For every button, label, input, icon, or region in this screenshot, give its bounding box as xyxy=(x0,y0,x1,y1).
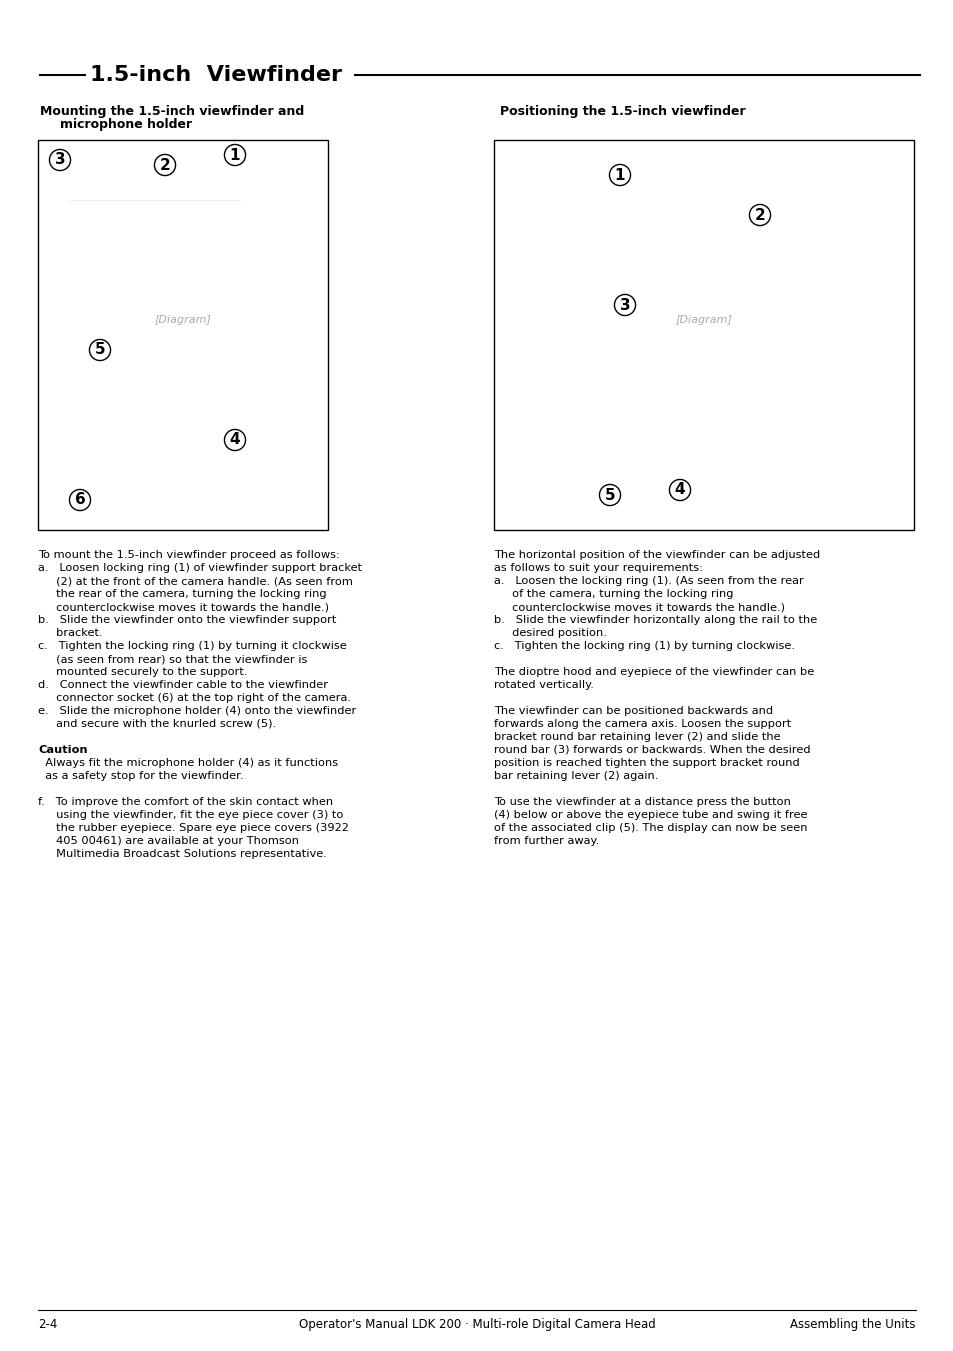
Text: c.   Tighten the locking ring (1) by turning it clockwise: c. Tighten the locking ring (1) by turni… xyxy=(38,640,346,651)
Text: 405 00461) are available at your Thomson: 405 00461) are available at your Thomson xyxy=(38,836,298,846)
Text: 5: 5 xyxy=(604,488,615,503)
Text: Operator's Manual LDK 200 · Multi-role Digital Camera Head: Operator's Manual LDK 200 · Multi-role D… xyxy=(298,1319,655,1331)
Text: the rear of the camera, turning the locking ring: the rear of the camera, turning the lock… xyxy=(38,589,326,598)
Text: from further away.: from further away. xyxy=(494,836,598,846)
Text: 4: 4 xyxy=(230,432,240,447)
Text: mounted securely to the support.: mounted securely to the support. xyxy=(38,667,247,677)
Text: of the associated clip (5). The display can now be seen: of the associated clip (5). The display … xyxy=(494,823,806,834)
Text: b.   Slide the viewfinder horizontally along the rail to the: b. Slide the viewfinder horizontally alo… xyxy=(494,615,817,626)
Text: the rubber eyepiece. Spare eye piece covers (3922: the rubber eyepiece. Spare eye piece cov… xyxy=(38,823,349,834)
Text: position is reached tighten the support bracket round: position is reached tighten the support … xyxy=(494,758,799,767)
Text: 2-4: 2-4 xyxy=(38,1319,57,1331)
Text: Multimedia Broadcast Solutions representative.: Multimedia Broadcast Solutions represent… xyxy=(38,848,327,859)
Text: bracket round bar retaining lever (2) and slide the: bracket round bar retaining lever (2) an… xyxy=(494,732,780,742)
Text: as follows to suit your requirements:: as follows to suit your requirements: xyxy=(494,563,702,573)
Text: [Diagram]: [Diagram] xyxy=(675,315,732,326)
Text: connector socket (6) at the top right of the camera.: connector socket (6) at the top right of… xyxy=(38,693,351,703)
Text: desired position.: desired position. xyxy=(494,628,606,638)
Text: The viewfinder can be positioned backwards and: The viewfinder can be positioned backwar… xyxy=(494,707,772,716)
Text: and secure with the knurled screw (5).: and secure with the knurled screw (5). xyxy=(38,719,275,730)
Text: bracket.: bracket. xyxy=(38,628,103,638)
Text: rotated vertically.: rotated vertically. xyxy=(494,680,594,690)
Text: c.   Tighten the locking ring (1) by turning clockwise.: c. Tighten the locking ring (1) by turni… xyxy=(494,640,794,651)
Text: using the viewfinder, fit the eye piece cover (3) to: using the viewfinder, fit the eye piece … xyxy=(38,811,343,820)
Text: 1: 1 xyxy=(230,147,240,162)
Text: counterclockwise moves it towards the handle.): counterclockwise moves it towards the ha… xyxy=(38,603,329,612)
Text: 3: 3 xyxy=(619,297,630,312)
Text: [Diagram]: [Diagram] xyxy=(154,315,212,326)
Text: as a safety stop for the viewfinder.: as a safety stop for the viewfinder. xyxy=(38,771,243,781)
Text: bar retaining lever (2) again.: bar retaining lever (2) again. xyxy=(494,771,658,781)
Text: 5: 5 xyxy=(94,343,105,358)
Text: counterclockwise moves it towards the handle.): counterclockwise moves it towards the ha… xyxy=(494,603,784,612)
FancyBboxPatch shape xyxy=(494,141,913,530)
Text: To use the viewfinder at a distance press the button: To use the viewfinder at a distance pres… xyxy=(494,797,790,807)
Text: 1: 1 xyxy=(614,168,624,182)
Text: a.   Loosen the locking ring (1). (As seen from the rear: a. Loosen the locking ring (1). (As seen… xyxy=(494,576,803,586)
Text: Always fit the microphone holder (4) as it functions: Always fit the microphone holder (4) as … xyxy=(38,758,337,767)
Text: (2) at the front of the camera handle. (As seen from: (2) at the front of the camera handle. (… xyxy=(38,576,353,586)
Text: a.   Loosen locking ring (1) of viewfinder support bracket: a. Loosen locking ring (1) of viewfinder… xyxy=(38,563,362,573)
Text: 6: 6 xyxy=(74,493,85,508)
Text: f.   To improve the comfort of the skin contact when: f. To improve the comfort of the skin co… xyxy=(38,797,333,807)
Text: To mount the 1.5-inch viewfinder proceed as follows:: To mount the 1.5-inch viewfinder proceed… xyxy=(38,550,339,561)
Text: 2: 2 xyxy=(754,208,764,223)
Text: Positioning the 1.5-inch viewfinder: Positioning the 1.5-inch viewfinder xyxy=(499,105,745,118)
Text: Caution: Caution xyxy=(38,744,88,755)
Text: Assembling the Units: Assembling the Units xyxy=(790,1319,915,1331)
Text: b.   Slide the viewfinder onto the viewfinder support: b. Slide the viewfinder onto the viewfin… xyxy=(38,615,336,626)
Text: 1.5-inch  Viewfinder: 1.5-inch Viewfinder xyxy=(90,65,341,85)
Text: forwards along the camera axis. Loosen the support: forwards along the camera axis. Loosen t… xyxy=(494,719,790,730)
Text: The horizontal position of the viewfinder can be adjusted: The horizontal position of the viewfinde… xyxy=(494,550,820,561)
Text: 2: 2 xyxy=(159,158,171,173)
Text: 3: 3 xyxy=(54,153,65,168)
Text: (as seen from rear) so that the viewfinder is: (as seen from rear) so that the viewfind… xyxy=(38,654,307,663)
Text: round bar (3) forwards or backwards. When the desired: round bar (3) forwards or backwards. Whe… xyxy=(494,744,810,755)
FancyBboxPatch shape xyxy=(38,141,328,530)
Text: of the camera, turning the locking ring: of the camera, turning the locking ring xyxy=(494,589,733,598)
Text: d.   Connect the viewfinder cable to the viewfinder: d. Connect the viewfinder cable to the v… xyxy=(38,680,328,690)
Text: microphone holder: microphone holder xyxy=(60,118,192,131)
Text: Mounting the 1.5-inch viewfinder and: Mounting the 1.5-inch viewfinder and xyxy=(40,105,304,118)
Text: e.   Slide the microphone holder (4) onto the viewfinder: e. Slide the microphone holder (4) onto … xyxy=(38,707,355,716)
Text: 4: 4 xyxy=(674,482,684,497)
Text: (4) below or above the eyepiece tube and swing it free: (4) below or above the eyepiece tube and… xyxy=(494,811,806,820)
Text: The dioptre hood and eyepiece of the viewfinder can be: The dioptre hood and eyepiece of the vie… xyxy=(494,667,814,677)
